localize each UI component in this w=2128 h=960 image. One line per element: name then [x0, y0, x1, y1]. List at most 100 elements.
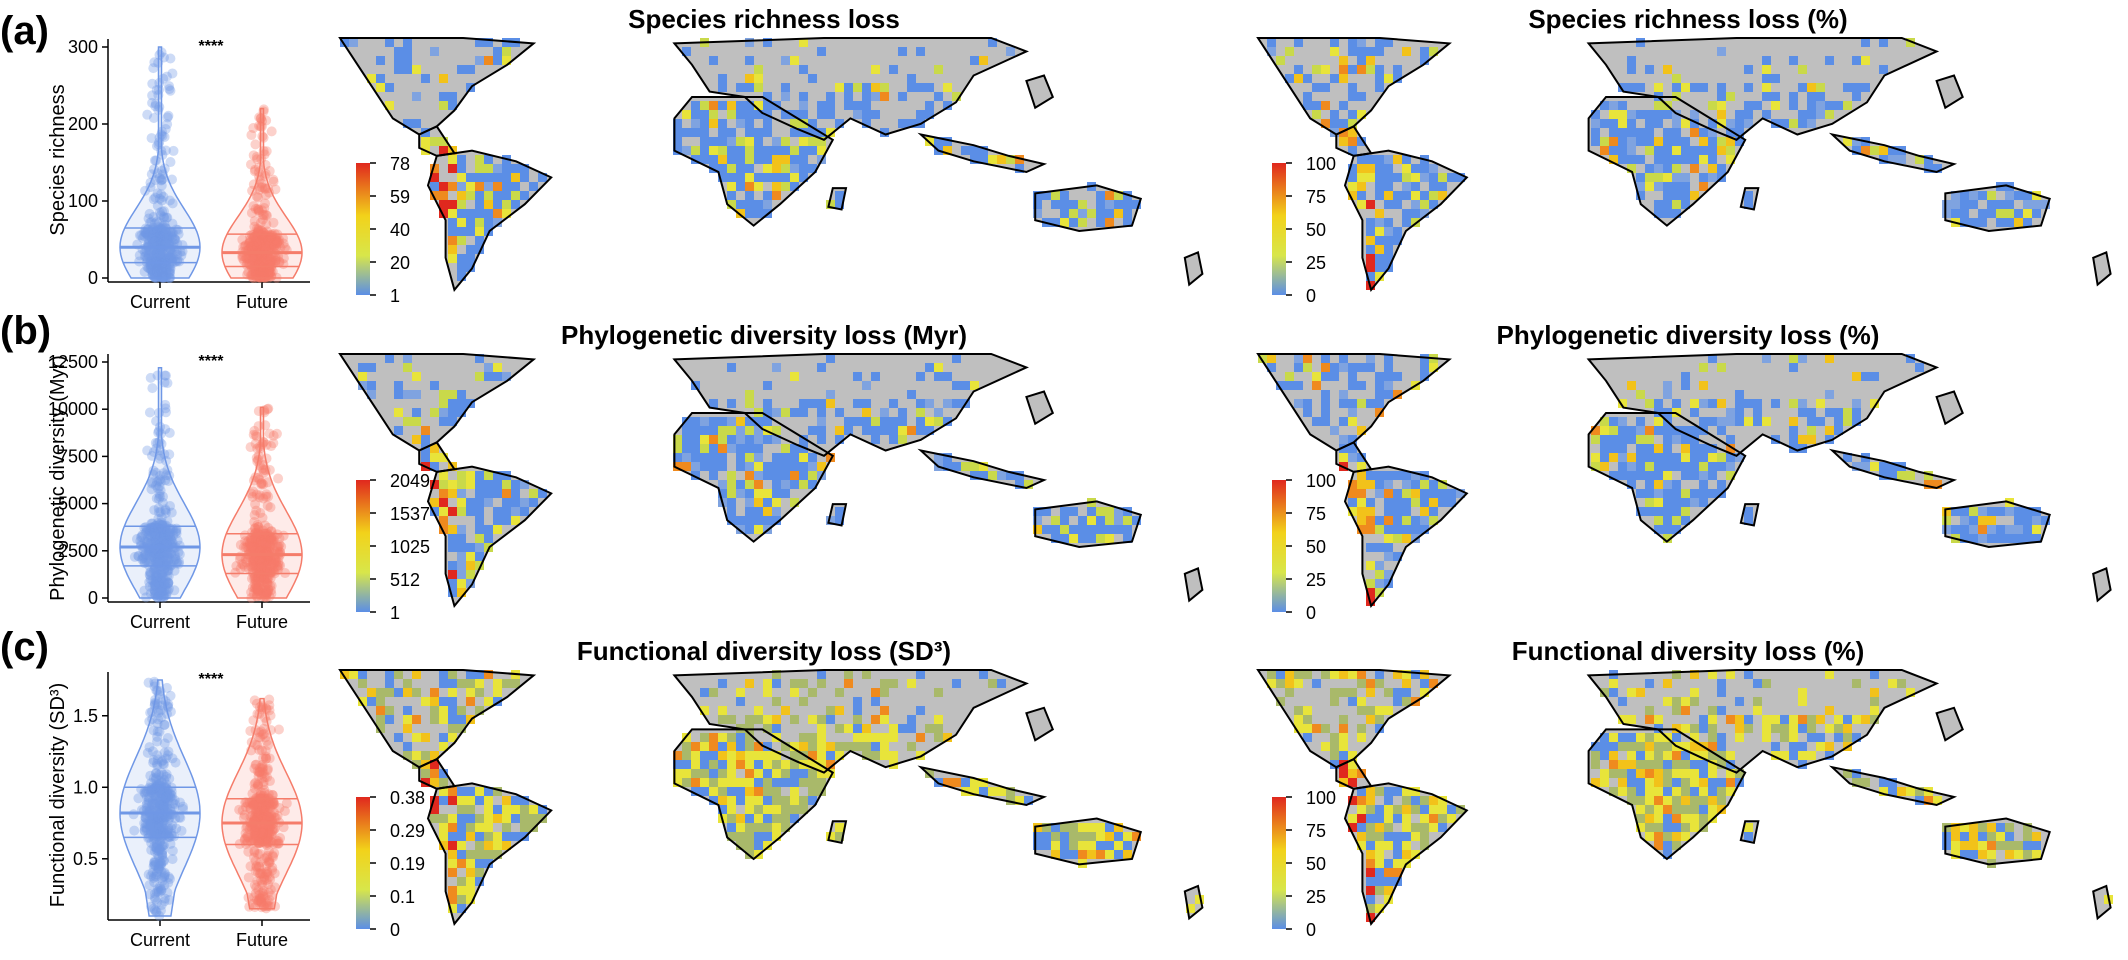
- data-point: [158, 191, 169, 202]
- ylabel-phylogenetic-diversity: Phylogenetic diversity (Myr): [47, 355, 69, 601]
- grid-cell: [493, 525, 502, 534]
- grid-cell: [700, 137, 709, 146]
- grid-cell: [1681, 372, 1690, 381]
- grid-cell: [493, 480, 502, 489]
- grid-cell: [1969, 516, 1978, 525]
- grid-cell: [727, 164, 736, 173]
- grid-cell: [1870, 462, 1879, 471]
- grid-cell: [808, 426, 817, 435]
- grid-cell: [826, 742, 835, 751]
- grid-cell: [1825, 390, 1834, 399]
- grid-cell: [898, 426, 907, 435]
- grid-cell: [1699, 137, 1708, 146]
- grid-cell: [1384, 787, 1393, 796]
- data-point: [154, 269, 165, 280]
- data-point: [151, 266, 162, 277]
- grid-cell: [1078, 209, 1087, 218]
- grid-cell: [871, 435, 880, 444]
- grid-cell: [457, 715, 466, 724]
- grid-cell: [727, 814, 736, 823]
- grid-cell: [817, 417, 826, 426]
- grid-cell: [790, 146, 799, 155]
- grid-cell: [745, 516, 754, 525]
- grid-cell: [448, 561, 457, 570]
- grid-cell: [475, 191, 484, 200]
- grid-cell: [772, 787, 781, 796]
- grid-cell: [1645, 110, 1654, 119]
- data-point: [149, 236, 160, 247]
- grid-cell: [1303, 670, 1312, 679]
- grid-cell: [781, 760, 790, 769]
- grid-cell: [1591, 435, 1600, 444]
- grid-cell: [772, 679, 781, 688]
- grid-cell: [1708, 453, 1717, 462]
- grid-cell: [709, 110, 718, 119]
- grid-cell: [934, 372, 943, 381]
- grid-cell: [907, 679, 916, 688]
- grid-cell: [700, 462, 709, 471]
- grid-cell: [1717, 426, 1726, 435]
- grid-cell: [1078, 534, 1087, 543]
- grid-cell: [718, 426, 727, 435]
- grid-cell: [1348, 110, 1357, 119]
- grid-cell: [1834, 408, 1843, 417]
- grid-cell: [421, 435, 430, 444]
- grid-cell: [781, 480, 790, 489]
- grid-cell: [718, 146, 727, 155]
- grid-cell: [1393, 850, 1402, 859]
- grid-cell: [781, 146, 790, 155]
- grid-cell: [448, 688, 457, 697]
- grid-cell: [835, 507, 844, 516]
- grid-cell: [1393, 471, 1402, 480]
- grid-cell: [745, 742, 754, 751]
- grid-cell: [763, 471, 772, 480]
- grid-cell: [1699, 182, 1708, 191]
- grid-cell: [916, 417, 925, 426]
- grid-cell: [1078, 850, 1087, 859]
- grid-cell: [1699, 489, 1708, 498]
- grid-cell: [457, 525, 466, 534]
- grid-cell: [745, 390, 754, 399]
- grid-cell: [1987, 507, 1996, 516]
- grid-cell: [808, 462, 817, 471]
- grid-cell: [1717, 137, 1726, 146]
- data-point: [155, 249, 166, 260]
- grid-cell: [961, 462, 970, 471]
- grid-cell: [1393, 832, 1402, 841]
- grid-cell: [808, 137, 817, 146]
- data-point: [151, 247, 162, 258]
- grid-cell: [1366, 173, 1375, 182]
- data-point: [149, 266, 160, 277]
- grid-cell: [1384, 471, 1393, 480]
- grid-cell: [448, 209, 457, 218]
- grid-cell: [1384, 525, 1393, 534]
- data-point: [166, 227, 177, 238]
- grid-cell: [457, 561, 466, 570]
- data-point: [143, 677, 154, 688]
- grid-cell: [835, 83, 844, 92]
- data-point: [142, 109, 153, 120]
- grid-cell: [1357, 724, 1366, 733]
- grid-cell: [1339, 751, 1348, 760]
- grid-cell: [934, 724, 943, 733]
- grid-cell: [907, 724, 916, 733]
- grid-cell: [1654, 137, 1663, 146]
- grid-cell: [1717, 453, 1726, 462]
- grid-cell: [1825, 56, 1834, 65]
- data-point: [170, 234, 181, 245]
- grid-cell: [727, 146, 736, 155]
- grid-cell: [1411, 480, 1420, 489]
- data-point: [147, 269, 158, 280]
- grid-cell: [1645, 489, 1654, 498]
- grid-cell: [1384, 363, 1393, 372]
- data-point: [167, 253, 178, 264]
- grid-cell: [880, 83, 889, 92]
- grid-cell: [1699, 453, 1708, 462]
- grid-cell: [745, 814, 754, 823]
- grid-cell: [1051, 516, 1060, 525]
- grid-cell: [1339, 390, 1348, 399]
- grid-cell: [745, 507, 754, 516]
- grid-cell: [700, 110, 709, 119]
- grid-cell: [781, 56, 790, 65]
- data-point: [159, 232, 170, 243]
